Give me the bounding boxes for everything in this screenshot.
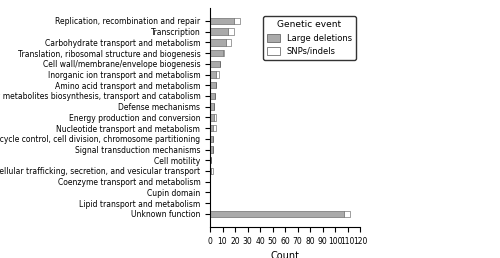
Bar xyxy=(210,103,214,110)
Bar xyxy=(210,168,211,174)
Bar xyxy=(210,125,212,131)
Bar xyxy=(210,157,211,164)
Bar xyxy=(210,211,344,217)
Bar xyxy=(228,28,234,35)
Bar xyxy=(210,39,226,46)
Bar xyxy=(216,71,219,78)
Bar xyxy=(210,93,215,99)
Bar xyxy=(210,28,228,35)
Legend: Large deletions, SNPs/indels: Large deletions, SNPs/indels xyxy=(263,16,356,60)
Bar xyxy=(344,211,350,217)
Bar xyxy=(211,168,212,174)
Bar xyxy=(234,18,240,24)
Bar xyxy=(210,146,212,153)
Bar xyxy=(222,50,224,56)
Bar xyxy=(210,61,220,67)
Bar xyxy=(210,71,216,78)
Bar xyxy=(226,39,231,46)
Bar xyxy=(214,114,216,120)
Bar xyxy=(210,136,212,142)
Bar xyxy=(212,125,216,131)
Bar xyxy=(210,82,216,88)
Bar xyxy=(210,50,222,56)
X-axis label: Count: Count xyxy=(270,251,300,258)
Bar xyxy=(210,114,214,120)
Bar xyxy=(210,18,234,24)
